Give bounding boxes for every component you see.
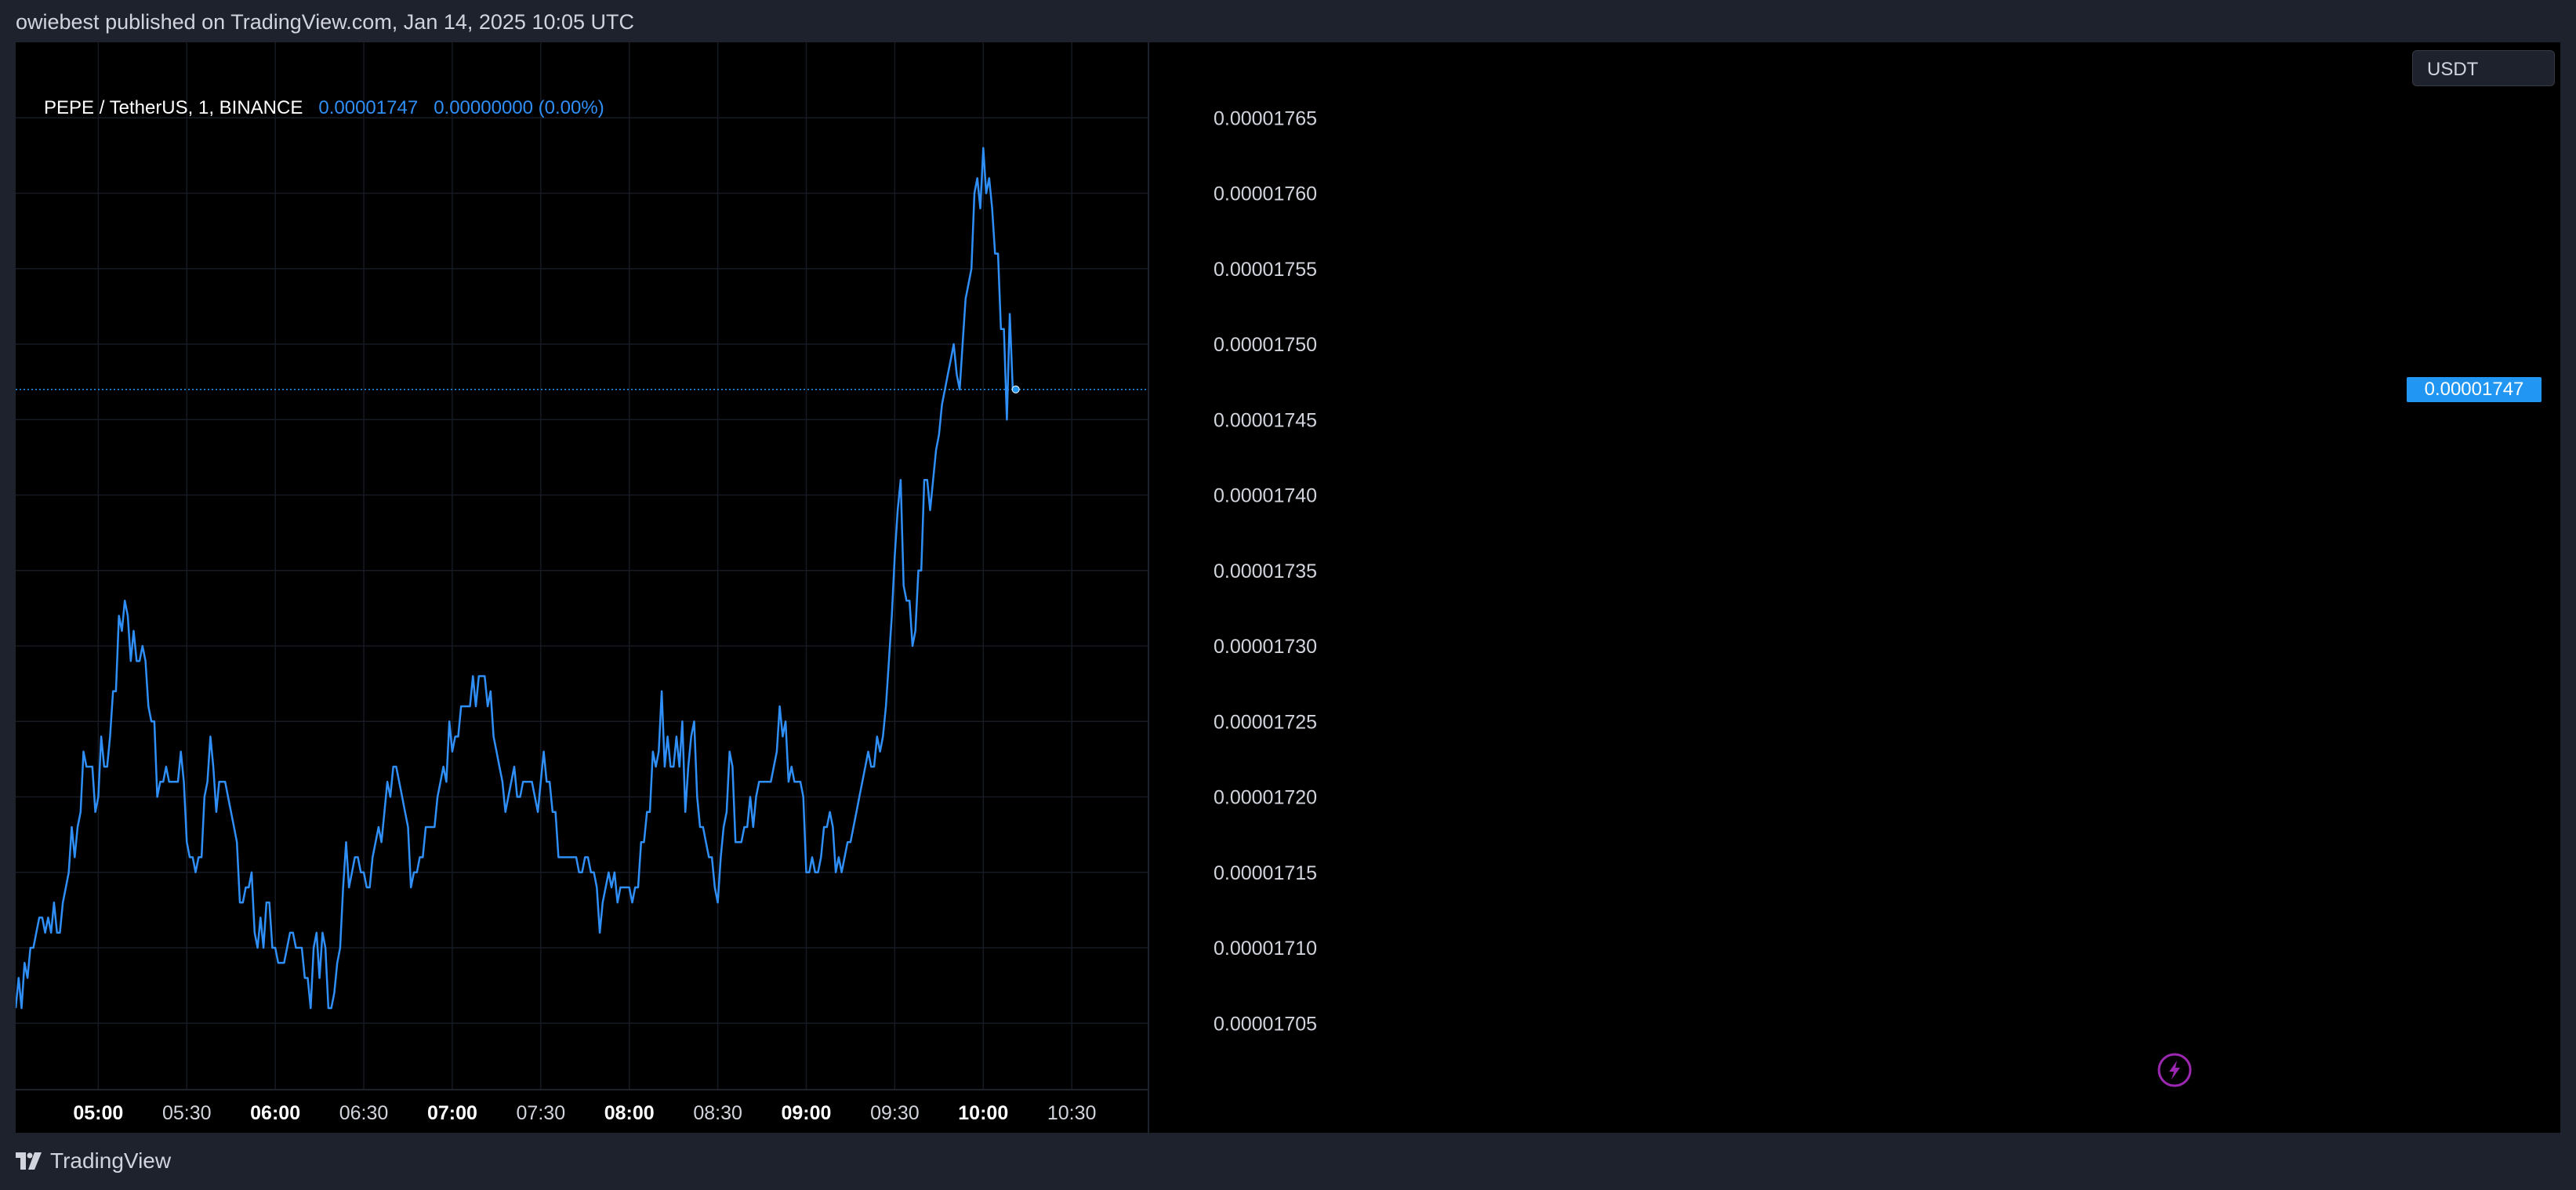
time-tick-label: 07:30 <box>517 1102 566 1124</box>
grid <box>16 42 1148 1090</box>
time-tick-label: 09:30 <box>870 1102 920 1124</box>
legend-price: 0.00001747 <box>318 97 419 118</box>
price-tick-label: 0.00001710 <box>1214 938 1317 960</box>
price-tick-label: 0.00001740 <box>1214 485 1317 507</box>
lightning-icon[interactable] <box>2157 1053 2192 1087</box>
time-tick-label: 08:30 <box>693 1102 742 1124</box>
price-tick-label: 0.00001730 <box>1214 636 1317 658</box>
time-tick-label: 07:00 <box>427 1102 477 1124</box>
time-tick-label: 10:30 <box>1047 1102 1097 1124</box>
price-axis[interactable]: 0.00001705 0.00001710 0.00001715 0.00001720… <box>1214 107 1317 1035</box>
price-tick-label: 0.00001725 <box>1214 711 1317 733</box>
time-tick-label: 05:30 <box>162 1102 212 1124</box>
price-tick-label: 0.00001735 <box>1214 561 1317 582</box>
price-tick-label: 0.00001720 <box>1214 787 1317 809</box>
last-price-dot <box>1011 385 1020 394</box>
price-tick-label: 0.00001715 <box>1214 862 1317 884</box>
last-price-label: 0.00001747 <box>2407 376 2542 402</box>
price-tick-label: 0.00001755 <box>1214 259 1317 281</box>
price-chart[interactable]: 0.00001705 0.00001710 0.00001715 0.00001720… <box>16 42 2560 1133</box>
time-tick-label: 05:00 <box>73 1102 123 1124</box>
time-tick-label: 08:00 <box>604 1102 655 1124</box>
price-tick-label: 0.00001705 <box>1214 1013 1317 1035</box>
time-axis[interactable]: 05:00 05:30 06:00 06:30 07:00 07:30 08:00 08:30… <box>73 1102 1096 1124</box>
time-tick-label: 06:00 <box>250 1102 300 1124</box>
bottom-bar: TradingView <box>0 1133 2576 1190</box>
price-tick-label: 0.00001745 <box>1214 409 1317 431</box>
time-tick-label: 09:00 <box>782 1102 832 1124</box>
brand-name: TradingView <box>50 1148 172 1173</box>
brand[interactable]: TradingView <box>16 1148 171 1174</box>
price-tick-label: 0.00001760 <box>1214 183 1317 205</box>
tradingview-logo-icon <box>16 1152 42 1170</box>
legend-symbol[interactable]: PEPE / TetherUS, 1, BINANCE <box>44 97 303 118</box>
time-tick-label: 10:00 <box>958 1102 1008 1124</box>
price-series-line[interactable] <box>16 147 1016 1010</box>
price-tick-label: 0.00001750 <box>1214 334 1317 356</box>
legend-change: 0.00000000 (0.00%) <box>434 97 604 118</box>
time-tick-label: 06:30 <box>339 1102 389 1124</box>
currency-button[interactable]: USDT <box>2412 50 2555 86</box>
chart-legend: PEPE / TetherUS, 1, BINANCE 0.00001747 0… <box>44 97 604 119</box>
publisher-info: owiebest published on TradingView.com, J… <box>16 10 634 34</box>
price-tick-label: 0.00001765 <box>1214 107 1317 129</box>
chart-panel[interactable]: 0.00001705 0.00001710 0.00001715 0.00001720… <box>16 42 2560 1133</box>
top-bar: owiebest published on TradingView.com, J… <box>0 0 2576 42</box>
